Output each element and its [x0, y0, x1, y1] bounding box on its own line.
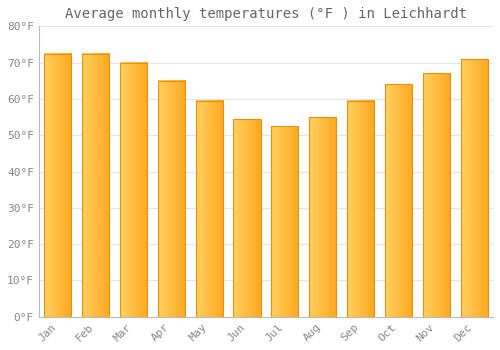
Bar — [460, 59, 488, 317]
Title: Average monthly temperatures (°F ) in Leichhardt: Average monthly temperatures (°F ) in Le… — [65, 7, 467, 21]
Bar — [158, 81, 185, 317]
Bar — [82, 54, 109, 317]
Bar — [385, 84, 412, 317]
Bar — [271, 126, 298, 317]
Bar — [309, 117, 336, 317]
Bar — [120, 63, 147, 317]
Bar — [347, 101, 374, 317]
Bar — [234, 119, 260, 317]
Bar — [196, 101, 223, 317]
Bar — [422, 74, 450, 317]
Bar — [44, 54, 72, 317]
